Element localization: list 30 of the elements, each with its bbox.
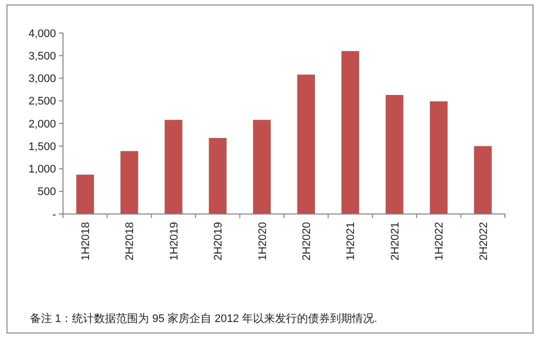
bar	[297, 74, 315, 214]
bar	[341, 51, 360, 214]
text: 备注 1：统计数据范围为 95 家房企自 2012 年以来发行的债券到期情况.	[30, 312, 378, 325]
x-tick-label: 2H2018	[124, 222, 136, 261]
x-tick-label: 2H2020	[300, 222, 313, 261]
bar	[430, 101, 448, 214]
x-tick-label: 1H2018	[80, 222, 92, 261]
bar	[253, 120, 271, 214]
y-tick-label: 500	[38, 186, 56, 198]
bar	[76, 174, 94, 214]
x-tick-label: 1H2020	[256, 222, 269, 261]
y-tick-label: 1,000	[28, 164, 56, 176]
y-tick-label: 2,500	[28, 96, 56, 108]
bar	[164, 120, 182, 214]
y-tick-label: 1,500	[28, 140, 56, 153]
y-tick-label: 3,500	[28, 50, 56, 62]
x-tick-label: 2H2021	[389, 222, 402, 261]
x-tick-label: 2H2019	[212, 222, 225, 261]
x-tick-label: 1H2019	[168, 222, 180, 261]
bar	[474, 146, 492, 214]
bar	[386, 94, 404, 214]
bar	[208, 138, 227, 214]
y-tick-label: 2,000	[28, 118, 56, 130]
x-tick-label: 1H2021	[345, 222, 358, 261]
x-tick-label: 1H2022	[434, 222, 446, 261]
bar	[120, 151, 138, 214]
y-tick-label: 3,000	[28, 73, 56, 86]
y-tick-label: 4,000	[28, 28, 56, 40]
x-tick-label: 2H2022	[478, 222, 490, 261]
y-tick-label: -	[52, 208, 56, 221]
